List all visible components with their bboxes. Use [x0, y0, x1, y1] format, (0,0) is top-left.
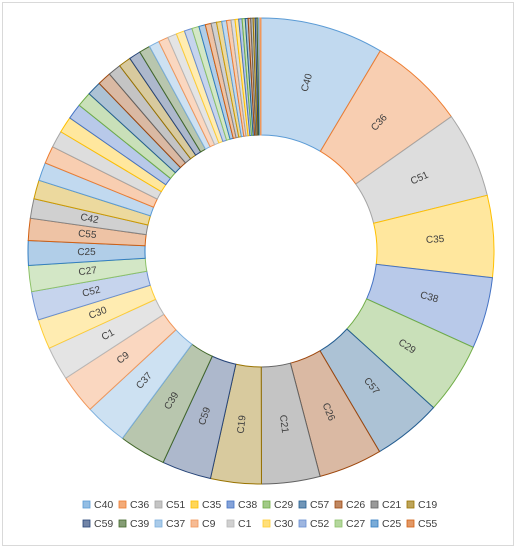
legend-swatch-c57: [298, 500, 307, 509]
legend-swatch-c36: [118, 500, 127, 509]
legend-swatch-c40: [82, 500, 91, 509]
legend-swatch-c55: [406, 519, 415, 528]
legend-label-c35: C35: [202, 499, 221, 511]
legend-swatch-c38: [226, 500, 235, 509]
legend-label-c38: C38: [238, 499, 257, 511]
legend-label-c52: C52: [310, 518, 329, 530]
legend-swatch-c30: [262, 519, 271, 528]
legend-swatch-c9: [190, 519, 199, 528]
legend-label-c59: C59: [94, 518, 113, 530]
slice-label-c35: C35: [426, 234, 445, 246]
slice-unlabeled-58[interactable]: [259, 17, 262, 136]
legend-label-c55: C55: [418, 518, 437, 530]
legend-label-c51: C51: [166, 499, 185, 511]
slice-label-c19: C19: [236, 414, 249, 434]
legend-swatch-c52: [298, 519, 307, 528]
legend-swatch-c21: [370, 500, 379, 509]
legend-label-c30: C30: [274, 518, 293, 530]
slice-label-c21: C21: [277, 414, 290, 434]
legend-label-c1: C1: [238, 518, 252, 530]
legend-swatch-c1: [226, 519, 235, 528]
chart-area: C40 C36 C51 C35 C38 C29 C57 C26 C21 C19 C59 C39 C37 C…: [2, 2, 514, 546]
legend-label-c36: C36: [130, 499, 149, 511]
legend-label-c26: C26: [346, 499, 365, 511]
legend-label-c27: C27: [346, 518, 365, 530]
slice-label-c52: C52: [81, 284, 102, 299]
slice-label-c42: C42: [79, 212, 99, 226]
legend-swatch-c39: [118, 519, 127, 528]
slice-label-c38: C38: [419, 290, 440, 306]
doughnut-slices: [27, 17, 495, 485]
legend-label-c40: C40: [94, 499, 113, 511]
legend-swatch-c27: [334, 519, 343, 528]
legend-label-c29: C29: [274, 499, 293, 511]
legend-label-c21: C21: [382, 499, 401, 511]
legend-swatch-c26: [334, 500, 343, 509]
legend-label-c25: C25: [382, 518, 401, 530]
legend-label-c19: C19: [418, 499, 437, 511]
legend-swatch-c51: [154, 500, 163, 509]
slice-label-c55: C55: [78, 228, 98, 241]
legend: C40 C36 C51 C35 C38 C29 C57 C26 C21 C19 C59 C39 C37 C…: [82, 499, 437, 530]
legend-label-c39: C39: [130, 518, 149, 530]
legend-swatch-c59: [82, 519, 91, 528]
legend-swatch-c19: [406, 500, 415, 509]
legend-swatch-c29: [262, 500, 271, 509]
legend-label-c9: C9: [202, 518, 216, 530]
legend-label-c37: C37: [166, 518, 185, 530]
doughnut-chart: C40 C36 C51 C35 C38 C29 C57 C26 C21 C19 C59 C39 C37 C…: [27, 17, 495, 530]
legend-swatch-c35: [190, 500, 199, 509]
slice-label-c40: C40: [300, 72, 316, 93]
slice-label-c27: C27: [78, 265, 98, 278]
legend-swatch-c25: [370, 519, 379, 528]
legend-swatch-c37: [154, 519, 163, 528]
legend-label-c57: C57: [310, 499, 329, 511]
slice-label-c25: C25: [77, 247, 96, 258]
